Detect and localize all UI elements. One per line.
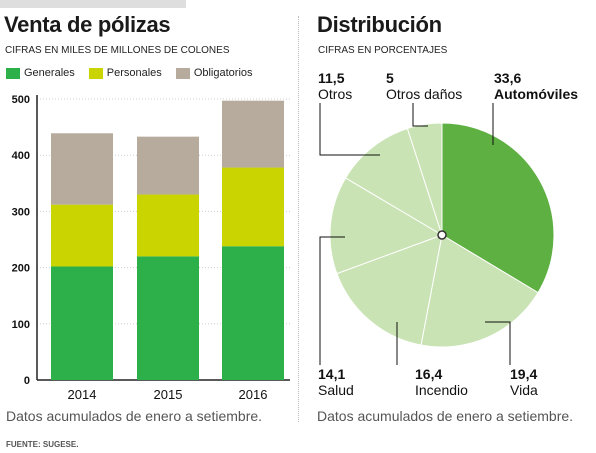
top-accent-bar (0, 0, 186, 8)
bar-generales-2014 (51, 266, 113, 380)
right-chart-title: Distribución (317, 12, 442, 37)
leader-otros-danos (412, 103, 428, 127)
pie-name-vida: Vida (510, 382, 538, 398)
legend-item-obligatorios: Obligatorios (175, 67, 253, 79)
x-tick-label-2016: 2016 (239, 387, 268, 402)
x-tick-label-2015: 2015 (154, 387, 183, 402)
pie-slice-incendio (336, 234, 443, 346)
pie-name-automoviles: Automóviles (494, 86, 579, 102)
legend-swatch-obligatorios (175, 67, 190, 79)
y-tick-label-300: 300 (12, 206, 30, 218)
legend-swatch-personales (88, 67, 103, 79)
pie-label-salud: 14,1 Salud (318, 366, 354, 398)
pie-value-otros-danos: 5 (386, 70, 394, 86)
pie-name-salud: Salud (318, 382, 354, 398)
bar-personales-2016 (222, 167, 284, 247)
pie-name-incendio: Incendio (415, 382, 468, 398)
y-tick-label-400: 400 (12, 150, 30, 162)
pie-name-otros: Otros (318, 86, 353, 102)
pie-slice-vida (420, 234, 539, 348)
bar-obligatorios-2015 (137, 136, 199, 195)
legend-label-generales: Generales (24, 67, 75, 79)
left-footnote: Datos acumulados de enero a setiembre. (6, 408, 263, 424)
pie-label-vida: 19,4 Vida (510, 366, 538, 398)
bar-obligatorios-2014 (51, 133, 113, 205)
legend-swatch-generales (6, 67, 20, 79)
legend-label-personales: Personales (106, 67, 162, 79)
bar-personales-2014 (51, 204, 113, 267)
pie-name-otros-danos: Otros daños (386, 86, 463, 102)
pie-value-incendio: 16,4 (415, 366, 443, 382)
pie-value-automoviles: 33,6 (494, 70, 522, 86)
leader-otros (319, 103, 380, 156)
bar-personales-2015 (137, 194, 199, 257)
right-footnote: Datos acumulados de enero a setiembre. (317, 408, 574, 424)
legend-item-generales: Generales (6, 67, 75, 79)
pie-value-otros: 11,5 (318, 70, 345, 86)
left-chart-title: Venta de pólizas (4, 12, 171, 37)
legend-label-obligatorios: Obligatorios (193, 67, 253, 79)
bar-generales-2015 (137, 256, 199, 380)
y-tick-label-0: 0 (24, 375, 30, 387)
right-chart-subtitle: CIFRAS EN PORCENTAJES (318, 45, 448, 56)
bar-generales-2016 (222, 246, 284, 380)
y-tick-label-500: 500 (12, 94, 30, 106)
pie-label-otros: 11,5 Otros (318, 70, 352, 102)
panel-divider (298, 16, 299, 422)
pie-value-salud: 14,1 (318, 366, 346, 382)
pie-slice-salud (329, 177, 444, 275)
bar-legend: Generales Personales Obligatorios (6, 67, 253, 79)
legend-item-personales: Personales (88, 67, 162, 79)
pie-label-automoviles: 33,6 Automóviles (494, 70, 578, 102)
source-credit: FUENTE: SUGESE. (6, 440, 79, 449)
leader-vida (485, 321, 511, 365)
leader-salud (319, 236, 345, 365)
x-tick-label-2014: 2014 (68, 387, 97, 402)
pie-value-vida: 19,4 (510, 366, 538, 382)
pie-slice-otros-daños (406, 122, 443, 236)
y-tick-label-100: 100 (12, 319, 30, 331)
pie-label-otros-danos: 5 Otros daños (386, 70, 462, 102)
pie-center-dot (437, 230, 447, 240)
left-chart-subtitle: CIFRAS EN MILES DE MILLONES DE COLONES (5, 45, 230, 56)
bar-obligatorios-2016 (222, 100, 284, 168)
pie-slice-automóviles (441, 122, 555, 294)
y-tick-label-200: 200 (12, 263, 30, 275)
pie-label-incendio: 16,4 Incendio (415, 366, 468, 398)
